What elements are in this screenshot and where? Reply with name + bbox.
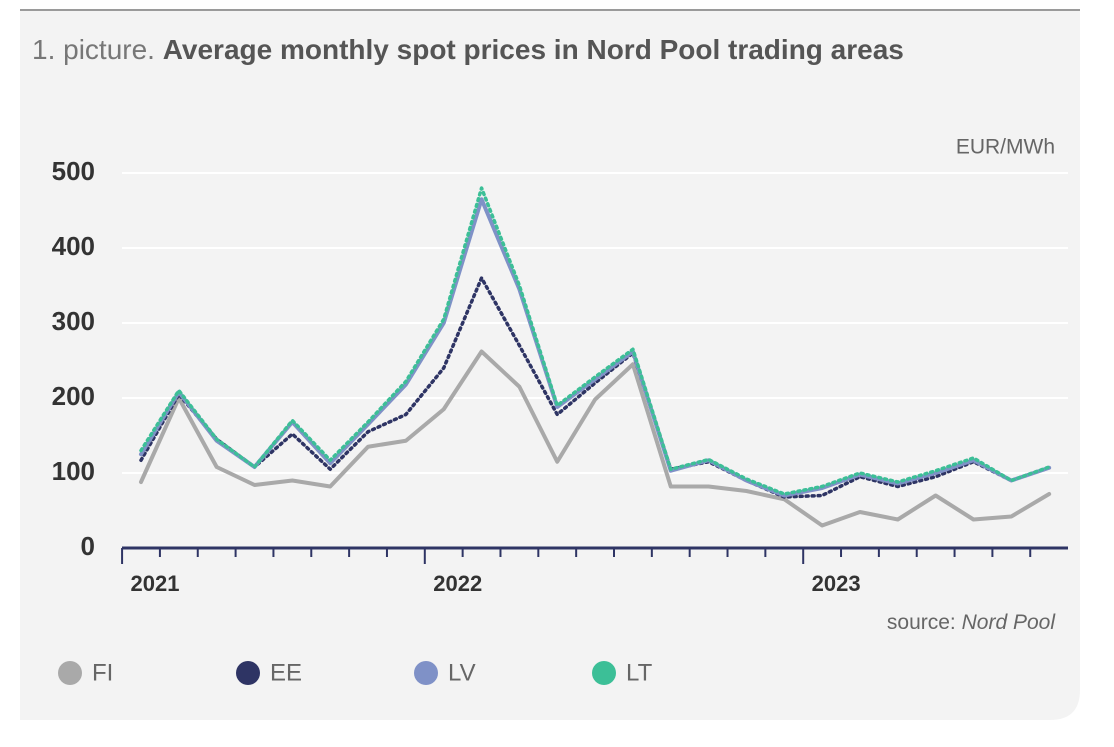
y-tick-label: 100 [52,456,95,486]
legend-marker [236,661,260,685]
legend-marker [414,661,438,685]
panel [20,10,1080,720]
series-line [139,276,1051,499]
y-tick-label: 200 [52,381,95,411]
series-line [139,349,1052,528]
series-line [139,186,1051,496]
chart-title: 1. picture. Average monthly spot prices … [32,34,904,65]
title-main: Average monthly spot prices in Nord Pool… [163,34,904,65]
source-name: Nord Pool [962,611,1057,634]
y-tick-label: 500 [52,156,95,186]
y-tick-label: 0 [81,531,95,561]
legend-label: LV [448,659,476,686]
unit-label: EUR/MWh [956,136,1055,159]
legend-label: EE [270,659,302,686]
source-label: source: [887,611,956,634]
legend-marker [592,661,616,685]
y-tick-label: 300 [52,306,95,336]
x-tick-label: 2023 [812,571,861,596]
source: source: Nord Pool [887,611,1056,634]
title-prefix: 1. picture. [32,34,155,65]
legend-marker [58,661,82,685]
legend-label: FI [92,659,113,686]
x-tick-label: 2022 [433,571,482,596]
legend-label: LT [626,659,653,686]
y-tick-label: 400 [52,231,95,261]
x-tick-label: 2021 [131,571,180,596]
